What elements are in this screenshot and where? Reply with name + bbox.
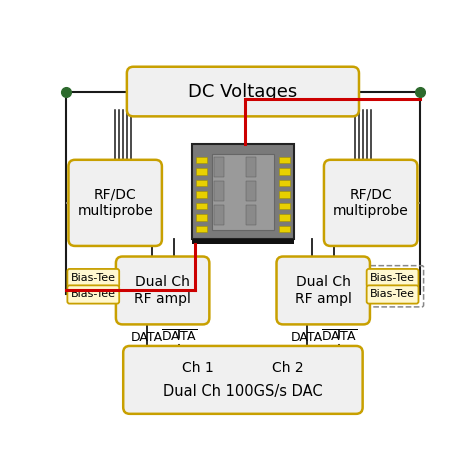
Text: RF/DC
multiprobe: RF/DC multiprobe: [77, 188, 153, 218]
Bar: [196, 168, 207, 175]
FancyBboxPatch shape: [367, 269, 419, 287]
FancyBboxPatch shape: [276, 256, 370, 324]
Text: Bias-Tee: Bias-Tee: [370, 273, 415, 283]
Bar: [279, 226, 290, 232]
Text: Ch 1: Ch 1: [182, 361, 214, 375]
Bar: [196, 191, 207, 198]
FancyBboxPatch shape: [127, 67, 359, 117]
Bar: [279, 168, 290, 175]
FancyBboxPatch shape: [367, 285, 419, 304]
Text: $\overline{\mathrm{DATA}}$: $\overline{\mathrm{DATA}}$: [321, 329, 357, 345]
Text: $\overline{\mathrm{DATA}}$: $\overline{\mathrm{DATA}}$: [161, 329, 197, 345]
Bar: [279, 202, 290, 209]
Bar: [246, 205, 256, 225]
Bar: [214, 157, 224, 177]
Text: Dual Ch
RF ampl: Dual Ch RF ampl: [295, 275, 352, 306]
Bar: [192, 239, 294, 244]
Bar: [279, 157, 290, 163]
FancyBboxPatch shape: [67, 269, 119, 287]
Bar: [246, 157, 256, 177]
Bar: [212, 154, 274, 230]
Bar: [214, 181, 224, 201]
Bar: [246, 181, 256, 201]
Bar: [279, 214, 290, 220]
Bar: [192, 145, 294, 239]
Bar: [196, 226, 207, 232]
Text: Bias-Tee: Bias-Tee: [71, 290, 116, 300]
Text: RF/DC
multiprobe: RF/DC multiprobe: [333, 188, 409, 218]
Bar: [214, 205, 224, 225]
Bar: [196, 180, 207, 186]
FancyBboxPatch shape: [116, 256, 210, 324]
Text: DATA: DATA: [291, 331, 323, 345]
Bar: [279, 191, 290, 198]
Text: DATA: DATA: [130, 331, 163, 345]
Text: Bias-Tee: Bias-Tee: [71, 273, 116, 283]
Bar: [196, 202, 207, 209]
FancyBboxPatch shape: [123, 346, 363, 414]
Bar: [279, 180, 290, 186]
Text: Dual Ch
RF ampl: Dual Ch RF ampl: [134, 275, 191, 306]
FancyBboxPatch shape: [68, 160, 162, 246]
FancyBboxPatch shape: [67, 285, 119, 304]
FancyBboxPatch shape: [324, 160, 418, 246]
Text: DC Voltages: DC Voltages: [188, 82, 298, 100]
Text: Dual Ch 100GS/s DAC: Dual Ch 100GS/s DAC: [163, 384, 323, 400]
Text: Bias-Tee: Bias-Tee: [370, 290, 415, 300]
Bar: [196, 157, 207, 163]
Text: Ch 2: Ch 2: [273, 361, 304, 375]
Bar: [196, 214, 207, 220]
